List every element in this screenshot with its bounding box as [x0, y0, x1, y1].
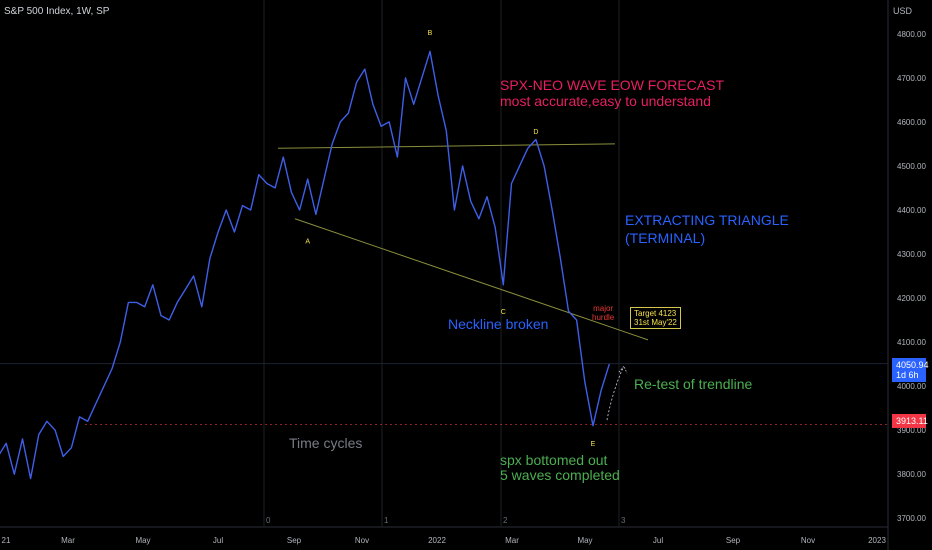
x-tick-label: May [135, 536, 150, 545]
triangle-sublabel: (TERMINAL) [625, 230, 706, 246]
x-tick-label: Nov [801, 536, 815, 545]
hurdle-label: major hurdle [592, 304, 614, 322]
y-tick-label: 4300.00 [897, 250, 926, 259]
upper-trendline [277, 143, 616, 149]
currency-label: USD [892, 6, 912, 16]
low-price-tag[interactable]: 3913.11 [892, 414, 928, 428]
y-tick-label: 4200.00 [897, 294, 926, 303]
hurdle-line-2: hurdle [592, 313, 615, 322]
current-price: 4050.94 [896, 360, 929, 370]
lower-trendline [294, 218, 649, 341]
triangle-label: EXTRACTING TRIANGLE [625, 212, 789, 228]
y-tick-label: 3900.00 [897, 426, 926, 435]
hurdle-line-1: major [593, 304, 614, 313]
x-tick-label: 2022 [428, 536, 446, 545]
x-tick-label: Jul [653, 536, 663, 545]
price-series-line [0, 50, 610, 480]
x-tick-label: 21 [2, 536, 11, 545]
forecast-subtitle: most accurate,easy to understand [500, 93, 711, 109]
wave-label: D [533, 129, 538, 136]
wave-label: E [591, 441, 596, 448]
x-tick-label: Jul [213, 536, 223, 545]
y-tick-label: 3700.00 [897, 514, 926, 523]
retest-label: Re-test of trendline [634, 376, 753, 392]
x-tick-label: Mar [505, 536, 519, 545]
y-tick-label: 4100.00 [897, 338, 926, 347]
y-tick-label: 4700.00 [897, 74, 926, 83]
x-tick-label: Mar [61, 536, 75, 545]
x-tick-label: Sep [287, 536, 302, 545]
symbol-title[interactable]: S&P 500 Index, 1W, SP [4, 6, 110, 17]
y-tick-label: 4500.00 [897, 162, 926, 171]
wave-label: C [501, 309, 506, 316]
forecast-title: SPX-NEO WAVE EOW FORECAST [500, 77, 725, 93]
bar-countdown: 1d 6h [896, 370, 919, 380]
current-price-tag[interactable]: 4050.94 1d 6h [892, 358, 929, 382]
y-tick-label: 4000.00 [897, 382, 926, 391]
y-tick-label: 4800.00 [897, 30, 926, 39]
y-tick-label: 3800.00 [897, 470, 926, 479]
cycle-label: 2 [503, 516, 508, 525]
time-cycles-label: Time cycles [289, 435, 363, 451]
projection-arrowhead [618, 365, 628, 374]
x-tick-label: 2023 [868, 536, 886, 545]
bottomed-label: spx bottomed out [500, 452, 608, 468]
projection-arrow [606, 367, 624, 421]
y-tick-label: 4600.00 [897, 118, 926, 127]
x-tick-label: Sep [726, 536, 741, 545]
cycle-label: 0 [266, 516, 271, 525]
cycle-label: 3 [621, 516, 626, 525]
neckline-label: Neckline broken [448, 316, 549, 332]
target-box: Target 4123 31st May'22 [630, 307, 681, 329]
wave-label: A [305, 239, 310, 246]
x-tick-label: Nov [355, 536, 369, 545]
target-line-2: 31st May'22 [634, 318, 677, 327]
cycle-label: 1 [384, 516, 389, 525]
target-line-1: Target 4123 [634, 309, 677, 318]
x-tick-label: May [577, 536, 592, 545]
wave-label: B [428, 30, 433, 37]
y-tick-label: 4400.00 [897, 206, 926, 215]
waves-completed-label: 5 waves completed [500, 467, 620, 483]
